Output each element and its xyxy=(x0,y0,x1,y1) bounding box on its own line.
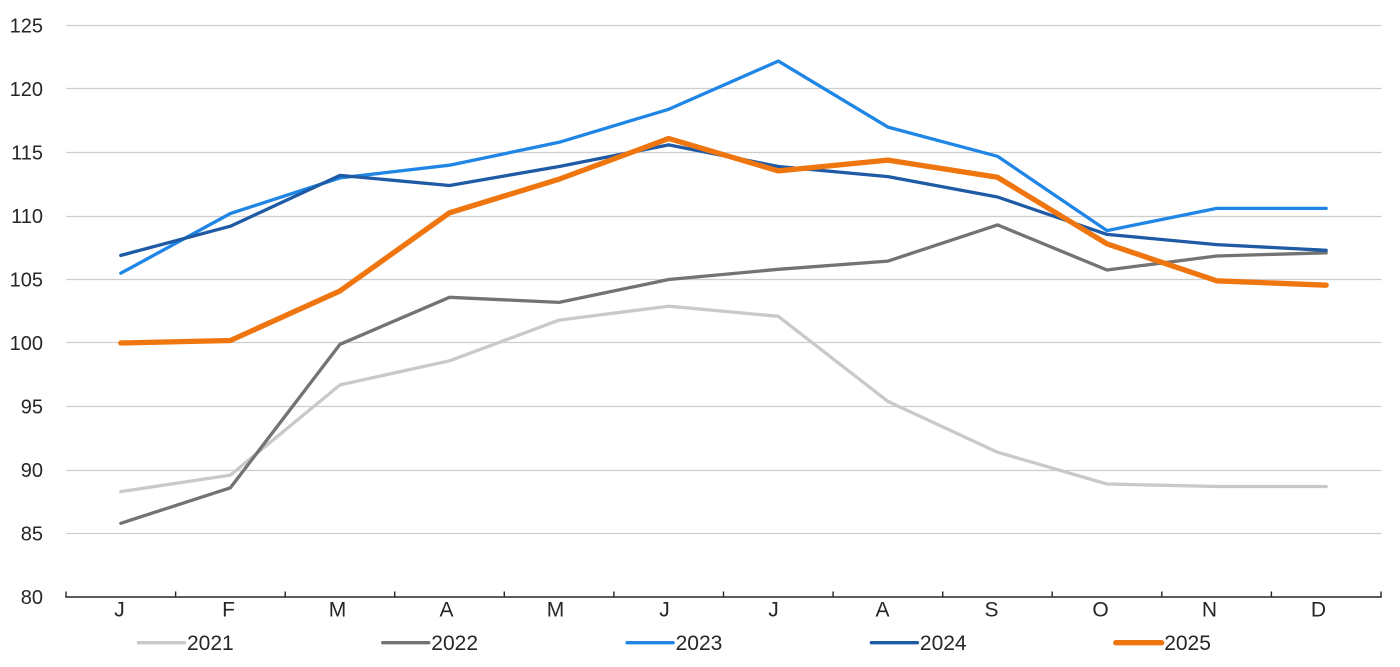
svg-text:F: F xyxy=(222,598,235,621)
svg-text:M: M xyxy=(547,598,565,621)
svg-text:A: A xyxy=(875,598,889,621)
svg-text:105: 105 xyxy=(10,270,43,292)
svg-text:120: 120 xyxy=(10,79,43,101)
svg-text:85: 85 xyxy=(21,524,43,546)
svg-text:95: 95 xyxy=(21,397,43,419)
svg-text:A: A xyxy=(439,598,453,621)
svg-text:2023: 2023 xyxy=(676,632,723,655)
svg-text:80: 80 xyxy=(21,587,43,609)
svg-text:110: 110 xyxy=(11,206,43,228)
svg-text:M: M xyxy=(329,598,347,621)
svg-text:O: O xyxy=(1092,598,1108,621)
svg-text:90: 90 xyxy=(21,460,43,482)
svg-text:2025: 2025 xyxy=(1164,632,1211,655)
svg-text:125: 125 xyxy=(10,16,43,38)
svg-text:J: J xyxy=(768,598,779,621)
svg-text:115: 115 xyxy=(11,143,43,165)
svg-text:N: N xyxy=(1202,598,1217,621)
svg-text:D: D xyxy=(1311,598,1326,621)
svg-text:100: 100 xyxy=(10,333,43,355)
svg-text:J: J xyxy=(114,598,125,621)
svg-text:2021: 2021 xyxy=(187,632,234,655)
svg-text:2024: 2024 xyxy=(920,632,967,655)
svg-text:S: S xyxy=(984,598,998,621)
svg-text:J: J xyxy=(659,598,670,621)
svg-text:2022: 2022 xyxy=(431,632,478,655)
